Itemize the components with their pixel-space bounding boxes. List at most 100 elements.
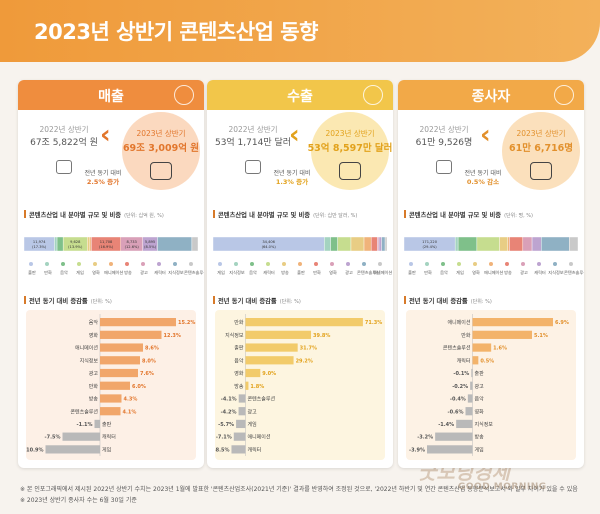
legend-label-게임: 게임 (76, 270, 84, 275)
prev-icon (56, 160, 72, 174)
section-marker (404, 296, 406, 304)
growth-value-음악: 15.2% (178, 320, 195, 326)
share-segment-광고 (522, 236, 533, 252)
legend-label-콘텐츠솔루션: 콘텐츠솔루션 (184, 270, 204, 275)
growth-value-음악: 29.2% (296, 358, 313, 364)
panel-title: 매출 (98, 89, 124, 105)
growth-category-애니메이션: 애니메이션 (247, 434, 270, 441)
legend-label-캐릭터: 캐릭터 (534, 270, 546, 275)
prev-value: 67조 5,822억 원 (30, 138, 98, 148)
growth-value-만화: 5.1% (534, 333, 548, 339)
share-pct-출판: (29.4%) (422, 245, 437, 249)
legend-dot-출판 (409, 262, 413, 266)
highlight-circle (122, 112, 200, 190)
legend-label-방송: 방송 (124, 270, 132, 275)
legend-label-영화: 영화 (92, 270, 100, 275)
growth-value-영화: 9.0% (262, 371, 276, 377)
growth-bar-애니메이션 (233, 432, 246, 441)
growth-category-음악: 음악 (234, 357, 244, 364)
growth-bar-영화 (100, 330, 162, 339)
share-segment-광고 (378, 236, 382, 252)
legend-label-캐릭터: 캐릭터 (154, 270, 166, 275)
growth-bar-음악 (100, 318, 176, 327)
legend-dot-애니메이션 (489, 262, 493, 266)
growth-category-만화: 만화 (89, 383, 99, 390)
money-bag-icon (174, 85, 194, 105)
growth-value-출판: -0.1% (453, 371, 469, 377)
growth-value-출판: 31.7% (300, 346, 317, 352)
growth-bar-영화 (245, 368, 261, 378)
growth-category-애니메이션: 애니메이션 (447, 319, 470, 326)
share-label-게임: 9,628 (70, 240, 81, 244)
legend-dot-음악 (250, 262, 254, 266)
legend-dot-만화 (314, 262, 318, 266)
growth-bar-만화 (245, 318, 363, 327)
legend-label-출판: 출판 (28, 270, 36, 275)
legend-label-광고: 광고 (140, 270, 148, 275)
share-segment-애니메이션 (89, 236, 92, 252)
growth-bar-출판 (471, 368, 473, 378)
share-segment-애니메이션 (507, 236, 510, 252)
growth-value-방송: -3.2% (417, 435, 433, 441)
growth-bar-출판 (245, 343, 298, 352)
share-segment-출판 (363, 236, 372, 252)
prev-label: 2022년 상반기 (419, 125, 469, 134)
share-segment-만화 (454, 236, 459, 252)
people-icon (554, 85, 574, 105)
growth-value-게임: -3.9% (409, 447, 425, 453)
legend-dot-영화 (330, 262, 334, 266)
chevron-left-icon: ‹ (480, 120, 491, 150)
growth-value-캐릭터: 0.5% (480, 358, 494, 364)
legend-dot-게임 (218, 262, 222, 266)
share-label-출판: 11,974 (33, 240, 46, 244)
growth-category-캐릭터: 캐릭터 (457, 357, 471, 364)
growth-bar-게임 (236, 419, 246, 429)
legend-label-지식정보: 지식정보 (229, 270, 245, 275)
share-label-캐릭터: 5,895 (145, 240, 155, 244)
panel-title: 종사자 (471, 89, 511, 105)
growth-bar-지식정보 (245, 330, 312, 339)
share-segment-만화 (54, 236, 58, 252)
growth-value-캐릭터: -7.5% (45, 435, 61, 441)
growth-category-콘텐츠솔루션: 콘텐츠솔루션 (247, 396, 275, 403)
growth-bar-방송 (435, 432, 473, 441)
growth-category-만화: 만화 (234, 319, 244, 326)
legend-dot-방송 (125, 262, 129, 266)
growth-category-지식정보: 지식정보 (225, 332, 244, 339)
growth-value-출판: -1.1% (77, 422, 93, 428)
share-label-방송: 11,708 (100, 240, 113, 244)
growth-bar-캐릭터 (472, 356, 479, 365)
growth-bar-광고 (238, 407, 246, 416)
change-value: 2.5% 증가 (86, 178, 120, 186)
panel-header: 수출 (207, 80, 393, 110)
share-segment-지식정보 (541, 236, 570, 252)
section-marker (213, 296, 215, 304)
share-segment-콘텐츠솔루션 (569, 236, 578, 252)
legend-dot-애니메이션 (378, 262, 382, 266)
share-segment-콘텐츠솔루션 (191, 236, 198, 252)
share-title-text: 콘텐츠산업 내 분야별 규모 및 비중 (218, 212, 311, 219)
prev-label: 2022년 상반기 (228, 125, 278, 134)
growth-category-애니메이션: 애니메이션 (75, 345, 98, 352)
header-banner: 2023년 상반기 콘텐츠산업 동향 (0, 0, 600, 62)
share-pct-캐릭터: (8.5%) (144, 245, 157, 249)
legend-dot-음악 (61, 262, 65, 266)
cur-label: 2023년 상반기 (516, 129, 566, 138)
prev-icon (245, 160, 261, 174)
growth-bar-chart-2: 애니메이션 6.9% 만화 5.1% 콘텐츠솔루션 1.6% 캐릭터 0.5% 출판 -0.1% 광… (409, 314, 569, 456)
legend-dot-게임 (457, 262, 461, 266)
growth-bar-만화 (100, 381, 130, 390)
growth-value-지식정보: 39.8% (313, 333, 330, 339)
legend-dot-콘텐츠솔루션 (569, 262, 573, 266)
growth-category-출판: 출판 (102, 421, 112, 428)
legend-label-음악: 음악 (440, 270, 448, 275)
growth-value-애니메이션: -7.1% (216, 435, 232, 441)
growth-value-게임: -10.9% (26, 447, 44, 453)
share-pct-방송: (16.9%) (99, 245, 114, 249)
growth-title-text: 전년 동기 대비 증감률 (29, 298, 88, 305)
share-segment-음악 (56, 236, 64, 252)
growth-category-방송: 방송 (234, 383, 244, 390)
growth-value-콘텐츠솔루션: 1.6% (493, 346, 507, 352)
legend-dot-영화 (93, 262, 97, 266)
